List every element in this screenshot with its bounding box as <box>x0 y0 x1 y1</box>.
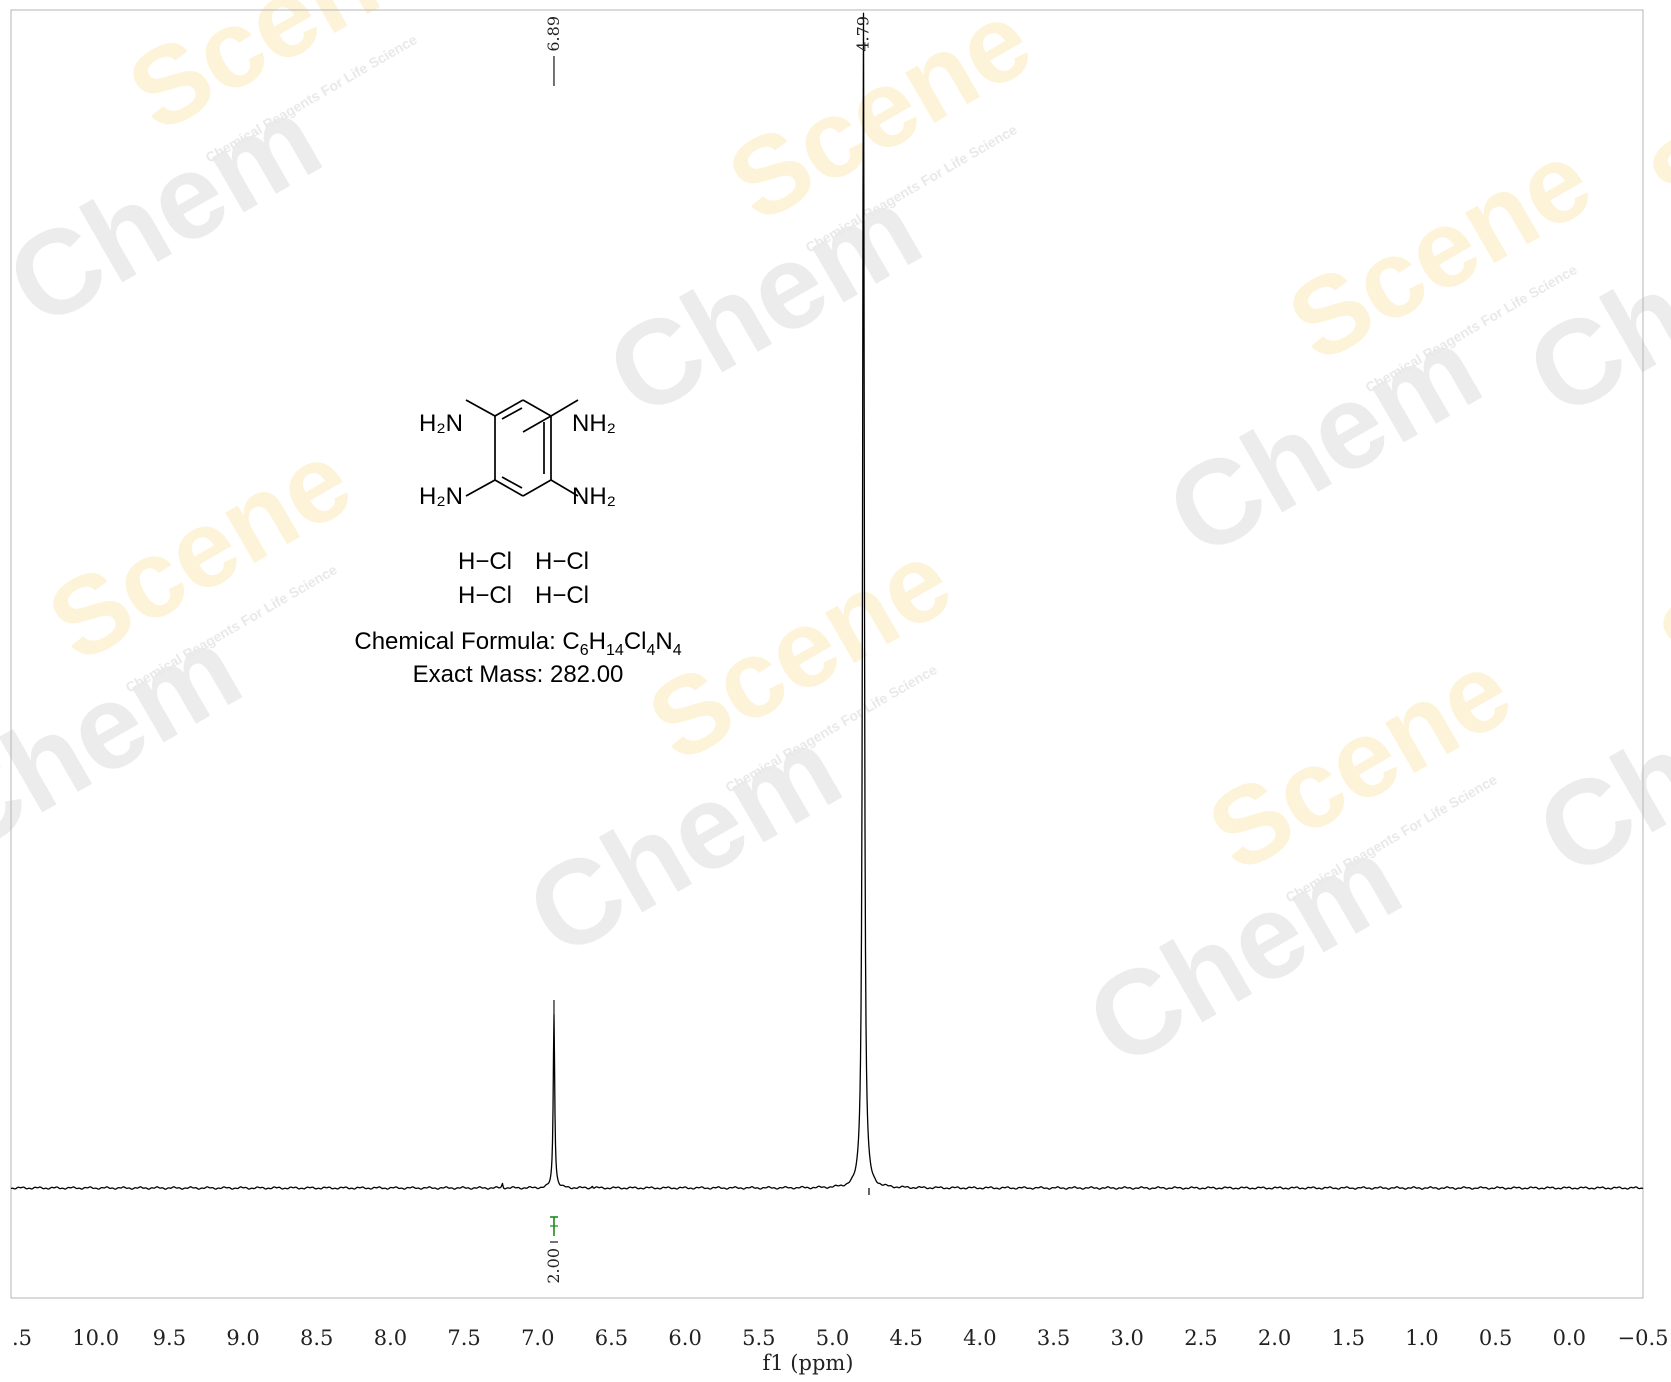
x-tick-label: 10.0 <box>72 1326 119 1350</box>
svg-text:Scene: Scene <box>1629 0 1671 246</box>
x-tick-label: 0.0 <box>1553 1326 1586 1350</box>
chemical-formula: Chemical Formula: C6H14Cl4N4 <box>354 628 681 659</box>
x-tick-label: 4.5 <box>889 1326 922 1350</box>
chemical-structure: H₂N NH₂ H₂N NH₂ H−Cl H−Cl H−Cl H−Cl Chem… <box>354 400 681 688</box>
x-tick-label: 3.5 <box>1037 1326 1070 1350</box>
x-tick-label: 2.5 <box>1184 1326 1217 1350</box>
peak-label: 6.89 <box>544 16 563 52</box>
x-tick-label: 6.0 <box>668 1326 701 1350</box>
x-tick-label: 8.0 <box>374 1326 407 1350</box>
benzene-ring <box>466 400 578 496</box>
x-tick-label: 3.0 <box>1111 1326 1144 1350</box>
exact-mass: Exact Mass: 282.00 <box>413 661 624 688</box>
x-tick-label: 5.5 <box>742 1326 775 1350</box>
x-tick-label: .5 <box>12 1326 32 1350</box>
hcl-label-2: H−Cl <box>535 548 589 575</box>
peak-label: 4.79 <box>853 16 872 52</box>
amine-top-left-label: H₂N <box>419 410 463 437</box>
x-tick-label: −0.5 <box>1618 1326 1669 1350</box>
x-axis-label: f1 (ppm) <box>763 1351 854 1375</box>
hcl-label-4: H−Cl <box>535 582 589 609</box>
x-tick-label: 9.5 <box>153 1326 186 1350</box>
hcl-label-3: H−Cl <box>458 582 512 609</box>
x-tick-label: 2.0 <box>1258 1326 1291 1350</box>
amine-top-right-label: NH₂ <box>572 410 616 437</box>
x-tick-label: 9.0 <box>226 1326 259 1350</box>
x-tick-label: 8.5 <box>300 1326 333 1350</box>
x-tick-label: 7.5 <box>447 1326 480 1350</box>
integral-value: 2.00 <box>544 1248 563 1284</box>
x-tick-label: 7.0 <box>521 1326 554 1350</box>
svg-text:Chem: Chem <box>1516 620 1671 903</box>
amine-bottom-right-label: NH₂ <box>572 483 616 510</box>
x-tick-label: 1.5 <box>1332 1326 1365 1350</box>
x-tick-label: 4.0 <box>963 1326 996 1350</box>
svg-text:Scene: Scene <box>1639 437 1671 706</box>
x-tick-label: 5.0 <box>816 1326 849 1350</box>
x-tick-label: 0.5 <box>1479 1326 1512 1350</box>
hcl-label-1: H−Cl <box>458 548 512 575</box>
amine-bottom-left-label: H₂N <box>419 483 463 510</box>
x-tick-label: 6.5 <box>595 1326 628 1350</box>
x-tick-label: 1.0 <box>1405 1326 1438 1350</box>
